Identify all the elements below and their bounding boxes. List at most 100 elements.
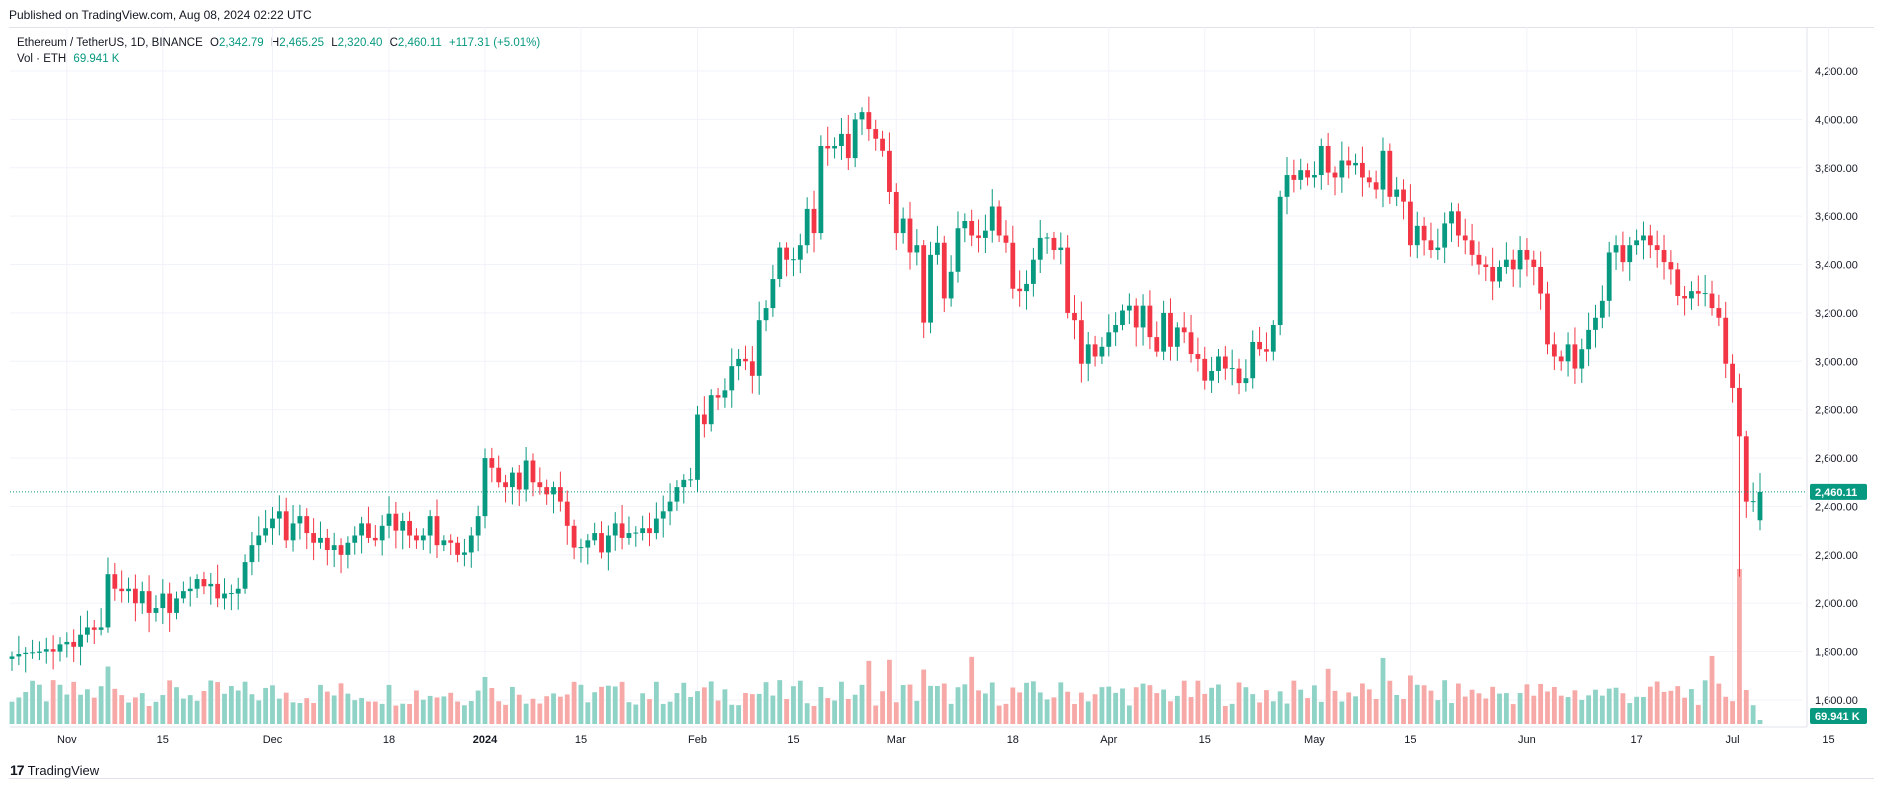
candle-body [270, 518, 275, 529]
volume-bar [825, 698, 831, 724]
open-value: 2,342.79 [218, 37, 264, 49]
volume-bar [1250, 694, 1256, 724]
candle-body [1709, 293, 1715, 309]
volume-bar [955, 687, 961, 724]
volume-bar [57, 684, 63, 724]
volume-bar [1538, 683, 1544, 724]
volume-bar [366, 701, 371, 724]
candle-body [1593, 317, 1598, 330]
volume-bar [1387, 680, 1393, 724]
candle-body [1181, 327, 1187, 333]
volume-bar [1257, 702, 1262, 724]
candle-body [420, 535, 426, 541]
volume-bar [1072, 703, 1077, 724]
volume-bar [1037, 692, 1043, 724]
candle-body [50, 649, 56, 652]
volume-bar [1565, 697, 1571, 724]
candle-body [1099, 346, 1105, 357]
candle-body [1126, 305, 1132, 311]
candle-body [1558, 356, 1564, 362]
volume-bar [1339, 701, 1345, 724]
x-tick-label: Feb [688, 734, 707, 746]
volume-bar [921, 669, 927, 724]
candle-body [982, 230, 988, 238]
volume-bar [1613, 687, 1619, 724]
brand-name: TradingView [27, 762, 100, 778]
volume-bar [893, 702, 899, 724]
volume-bar [462, 705, 467, 724]
volume-bar [496, 701, 502, 724]
candle-body [1353, 162, 1358, 166]
candle-body [1428, 240, 1434, 251]
candle-body [1339, 160, 1345, 178]
tradingview-logo-icon: 17 [10, 762, 25, 778]
x-tick-label: 2024 [473, 734, 498, 746]
candle-body [1723, 317, 1729, 364]
volume-bar [1298, 689, 1304, 724]
volume-label[interactable]: Vol · ETH [17, 53, 67, 65]
candle-body [91, 627, 97, 630]
candle-body [893, 191, 899, 234]
volume-bar [1380, 657, 1386, 724]
volume-bar [1058, 682, 1064, 724]
volume-bar [270, 685, 275, 724]
candle-body [1078, 320, 1084, 364]
volume-bar [1524, 684, 1530, 724]
candle-body [9, 656, 15, 659]
volume-bar [523, 703, 529, 724]
volume-bar [352, 700, 358, 724]
candle-body [1106, 332, 1112, 347]
chart-frame [9, 27, 1874, 779]
candle-body [1750, 501, 1756, 503]
candle-body [37, 651, 42, 653]
candle-body [1408, 201, 1413, 246]
volume-bar [612, 686, 618, 724]
volume-bar [331, 695, 337, 724]
candle-body [1531, 259, 1537, 267]
candle-body [523, 460, 529, 490]
candle-body [1730, 363, 1735, 388]
candle-body [605, 535, 611, 553]
y-tick-label: 1,600.00 [1815, 695, 1858, 707]
candle-body [64, 641, 70, 645]
candle-body [708, 395, 714, 425]
candle-body [57, 644, 63, 652]
candle-body [1065, 247, 1071, 313]
volume-bar [441, 696, 447, 724]
candle-body [1010, 242, 1016, 289]
candle-body [1264, 349, 1269, 352]
volume-bar [647, 699, 652, 724]
volume-bar [818, 686, 824, 724]
volume-bar [1675, 686, 1681, 724]
volume-bar [1757, 720, 1763, 724]
open-label: O [209, 37, 219, 49]
candle-body [393, 513, 399, 531]
volume-bar [1305, 698, 1310, 724]
volume-bar [208, 680, 214, 724]
close-label: C [389, 37, 398, 49]
candle-body [475, 516, 481, 536]
candle-body [564, 501, 570, 526]
candle-body [1058, 247, 1064, 251]
candle-body [1284, 175, 1290, 197]
y-tick-label: 1,800.00 [1815, 647, 1858, 659]
candle-body [633, 532, 639, 534]
volume-bar [263, 687, 269, 724]
volume-bar [153, 701, 159, 724]
volume-bar [1284, 703, 1290, 724]
volume-bar [1579, 699, 1585, 724]
high-label: H [270, 37, 280, 49]
volume-bar [16, 697, 22, 724]
candle-body [1243, 378, 1249, 384]
candle-body [701, 414, 707, 425]
volume-bar [1044, 699, 1050, 724]
candle-body [1421, 225, 1427, 241]
candle-body [1538, 266, 1544, 294]
volume-bar [1599, 695, 1605, 724]
candle-body [640, 528, 646, 534]
x-tick-label: 15 [787, 734, 799, 746]
volume-bar [1024, 682, 1029, 724]
candle-body [153, 608, 159, 613]
symbol-label[interactable]: Ethereum / TetherUS, 1D, BINANCE [17, 37, 203, 49]
